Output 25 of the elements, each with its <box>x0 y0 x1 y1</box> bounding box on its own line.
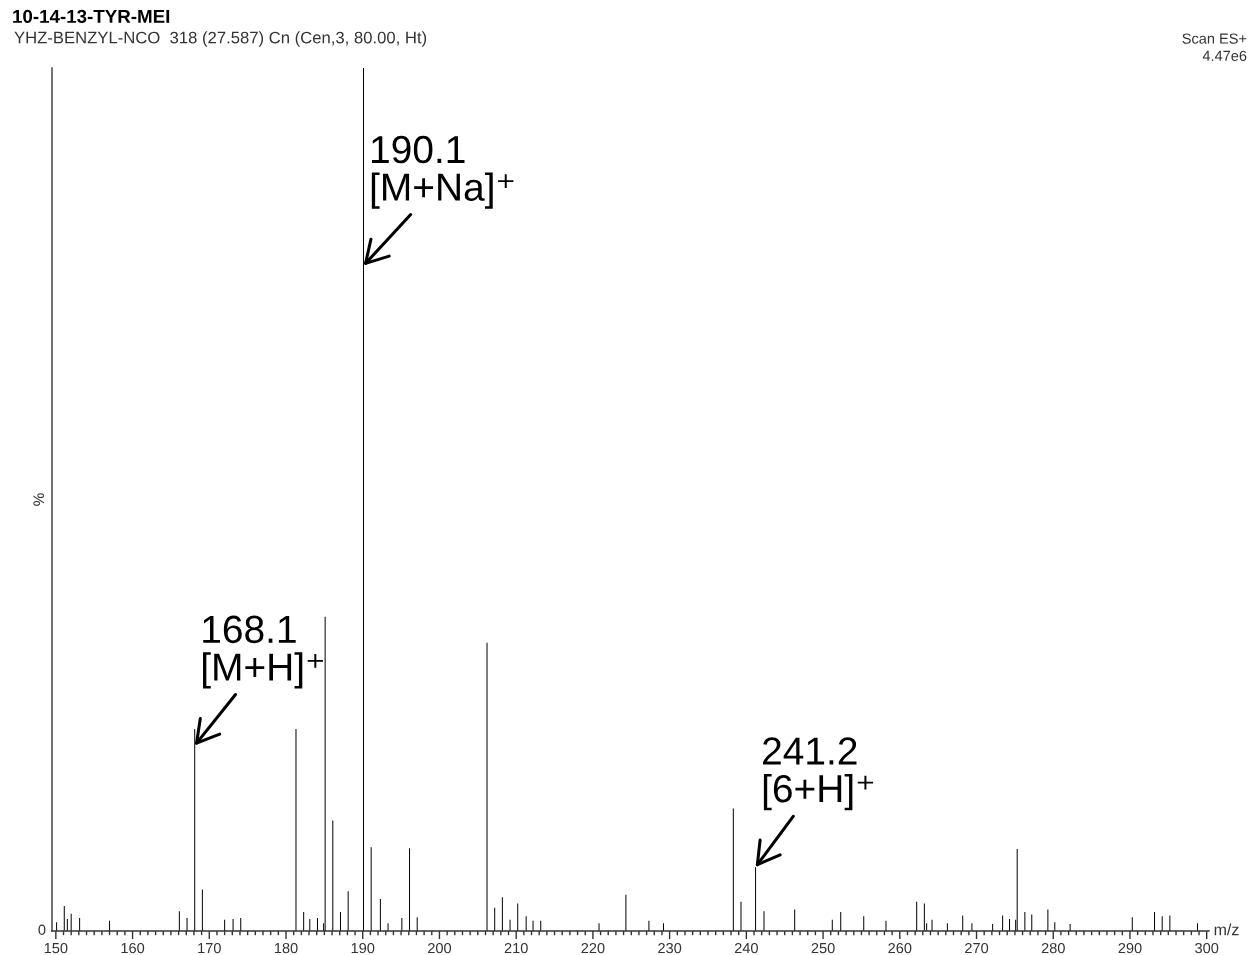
x-axis-title: m/z <box>1214 923 1239 936</box>
x-tick-label: 220 <box>581 942 605 954</box>
text: 0 <box>38 924 46 935</box>
x-tick-label: 190 <box>351 942 375 954</box>
x-tick-label: 160 <box>121 942 145 954</box>
x-tick-label: 200 <box>428 942 452 954</box>
x-tick-label: 290 <box>1118 942 1142 954</box>
x-tick-label: 250 <box>811 942 835 954</box>
chart-subtitle: YHZ-BENZYL-NCO 318 (27.587) Cn (Cen,3, 80.00, Ht) <box>14 31 427 47</box>
annotation: 190.1 [M+Na]⁺ <box>371 135 514 209</box>
chart-title: 10-14-13-TYR-MEI <box>13 9 170 24</box>
annotation: 168.1 [M+H]⁺ <box>203 615 323 689</box>
x-tick-label: 210 <box>504 942 528 954</box>
x-tick-label: 150 <box>44 942 68 954</box>
x-tick-label: 180 <box>274 942 298 954</box>
x-tick-label: 170 <box>198 942 221 954</box>
x-tick-label: 240 <box>734 942 758 954</box>
annotation: 241.2 [6+H]⁺ <box>763 737 874 811</box>
text: Scan ES+ 4.47e6 <box>1182 33 1247 62</box>
x-tick-label: 260 <box>888 942 912 954</box>
x-tick-label: 280 <box>1041 942 1065 954</box>
x-tick-label: 300 <box>1195 942 1219 954</box>
y-axis-title: % <box>33 493 45 506</box>
x-tick-label: 230 <box>658 942 682 954</box>
x-tick-label: 270 <box>965 942 989 954</box>
